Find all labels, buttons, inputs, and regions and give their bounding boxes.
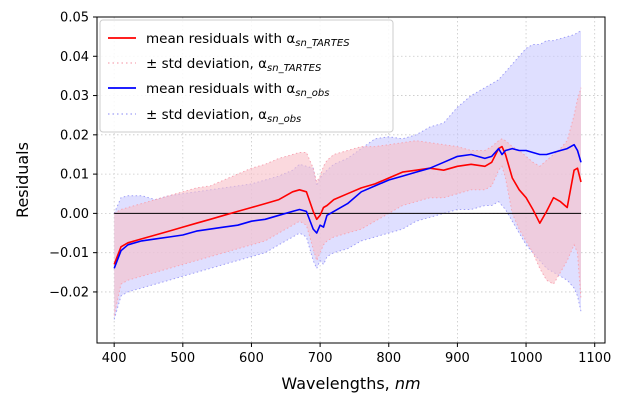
legend-entry-obs-mean: mean residuals with αsn_obs [146, 81, 329, 99]
x-tick-label: 400 [102, 351, 127, 366]
x-tick-label: 500 [170, 351, 195, 366]
x-axis-label-unit: nm [395, 374, 421, 393]
legend-entry-obs-mean-text: mean residuals with α [146, 81, 295, 97]
x-axis-label: Wavelengths, nm [281, 374, 420, 393]
mean-line-tartes [113, 145, 582, 265]
y-tick-label: −0.01 [49, 246, 89, 261]
y-tick-label: 0.01 [60, 168, 89, 183]
legend-entry-obs-std: ± std deviation, αsn_obs [146, 107, 301, 125]
legend-entry-tartes-mean-sub: sn_TARTES [295, 38, 350, 49]
x-axis-label-text: Wavelengths, [281, 374, 394, 393]
std-bands [113, 30, 582, 320]
y-tick-label: 0.03 [60, 89, 89, 104]
legend-entry-obs-mean-sub: sn_obs [295, 88, 329, 99]
y-tick-label: 0.05 [60, 11, 89, 26]
y-tick-label: 0.04 [60, 50, 89, 65]
legend-entry-tartes-std-text: ± std deviation, α [146, 56, 267, 72]
x-tick-label: 1000 [510, 351, 543, 366]
y-axis: −0.02 −0.01 0.00 0.01 0.02 0.03 0.04 0.05 [49, 11, 97, 300]
plot-frame [96, 16, 606, 344]
std-lower-tartes [113, 165, 582, 316]
y-tick-label: −0.02 [49, 285, 89, 300]
y-tick-label: 0.00 [60, 207, 89, 222]
x-tick-label: 600 [239, 351, 264, 366]
legend-entry-tartes-std-sub: sn_TARTES [267, 63, 322, 74]
x-axis: 400 500 600 700 800 900 1000 1100 [102, 343, 611, 366]
legend-entry-tartes-std: ± std deviation, αsn_TARTES [146, 56, 322, 74]
legend-entry-obs-std-sub: sn_obs [267, 114, 301, 125]
y-axis-label: Residuals [13, 142, 32, 218]
mean-lines [113, 143, 582, 269]
legend-entry-obs-std-text: ± std deviation, α [146, 107, 267, 123]
legend-entry-tartes-mean: mean residuals with αsn_TARTES [146, 31, 350, 49]
legend-entry-tartes-mean-text: mean residuals with α [146, 31, 295, 47]
x-tick-label: 900 [445, 351, 470, 366]
x-tick-label: 700 [308, 351, 333, 366]
std-lower-obs [113, 200, 582, 320]
legend-box [99, 19, 394, 133]
std-band-tartes [114, 87, 581, 316]
x-tick-label: 800 [376, 351, 401, 366]
x-tick-label: 1100 [578, 351, 611, 366]
legend: mean residuals with αsn_TARTES ± std dev… [99, 19, 394, 133]
y-tick-label: 0.02 [60, 128, 89, 143]
mean-line-obs [113, 143, 582, 269]
